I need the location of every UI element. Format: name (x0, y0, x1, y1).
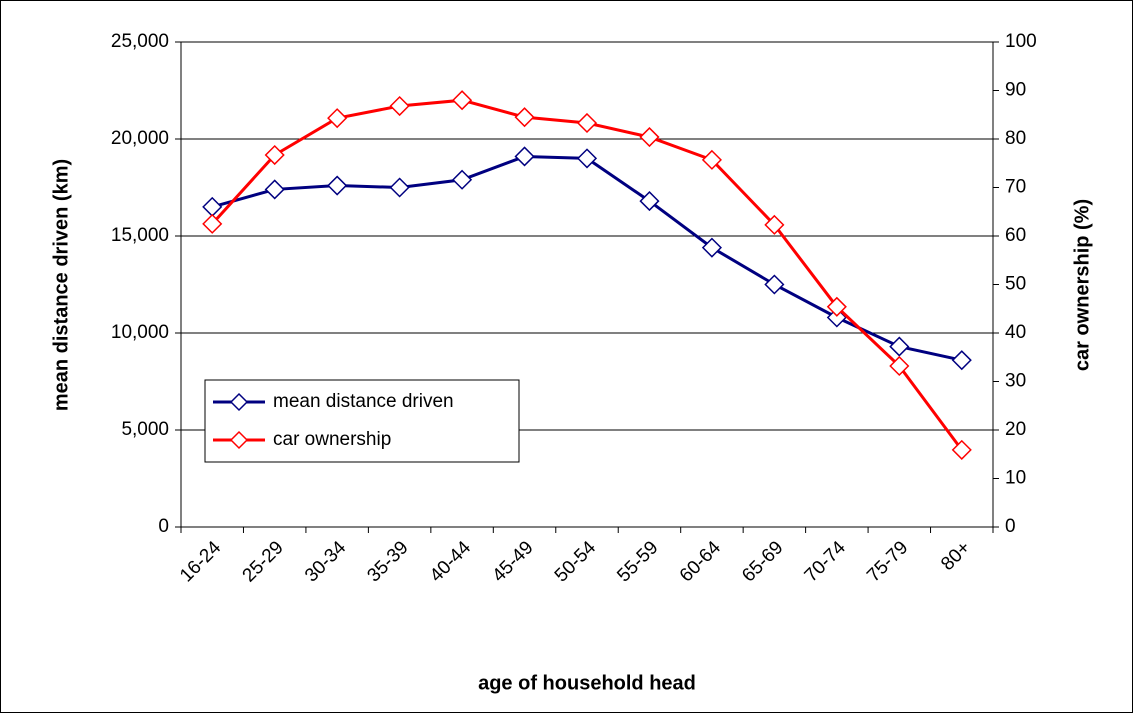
point-marker (639, 191, 660, 212)
point-marker (452, 169, 473, 190)
point-marker (202, 213, 223, 234)
point-marker (764, 274, 785, 295)
point-marker (576, 148, 598, 169)
point-marker (327, 108, 348, 129)
point-marker (764, 214, 785, 235)
point-marker (576, 112, 598, 134)
point-marker (264, 144, 285, 166)
y2-tick-label: 70 (1005, 177, 1026, 198)
y-tick-label: 0 (158, 516, 169, 537)
y-tick-label: 25,000 (111, 31, 169, 52)
point-marker (452, 90, 473, 111)
point-marker (389, 95, 410, 117)
point-marker (889, 336, 910, 357)
x-axis-title: age of household head (478, 672, 696, 694)
legend-box (204, 379, 520, 463)
point-marker (389, 177, 410, 198)
point-marker (639, 126, 660, 148)
y2-tick-label: 100 (1005, 31, 1037, 52)
y-tick-label: 15,000 (111, 225, 169, 246)
point-marker (701, 149, 722, 170)
y2-tick-label: 90 (1005, 80, 1026, 101)
y2-tick-label: 40 (1005, 322, 1026, 343)
point-marker (514, 146, 535, 167)
y2-tick-label: 20 (1005, 419, 1026, 440)
y2-tick-label: 60 (1005, 225, 1026, 246)
legend-marker (229, 392, 249, 412)
y2-tick-label: 0 (1005, 516, 1016, 537)
legend-label: car ownership (273, 429, 391, 450)
y2-tick-label: 50 (1005, 274, 1026, 295)
point-marker (951, 350, 972, 371)
y2-tick-label: 10 (1005, 468, 1026, 489)
y2-axis-title: car ownership (%) (1071, 199, 1093, 371)
point-marker (327, 175, 348, 196)
point-marker (264, 179, 285, 200)
y-tick-label: 20,000 (111, 128, 169, 149)
point-marker (826, 296, 847, 317)
legend-label: mean distance driven (273, 391, 454, 412)
y2-tick-label: 30 (1005, 371, 1026, 392)
y-tick-label: 10,000 (111, 322, 169, 343)
point-marker (514, 107, 535, 128)
point-marker (951, 439, 972, 460)
y2-tick-label: 80 (1005, 128, 1026, 149)
legend-marker (229, 430, 249, 450)
y-axis-title: mean distance driven (km) (50, 159, 72, 411)
point-marker (889, 355, 910, 377)
point-marker (701, 237, 722, 258)
y-tick-label: 5,000 (121, 419, 169, 440)
